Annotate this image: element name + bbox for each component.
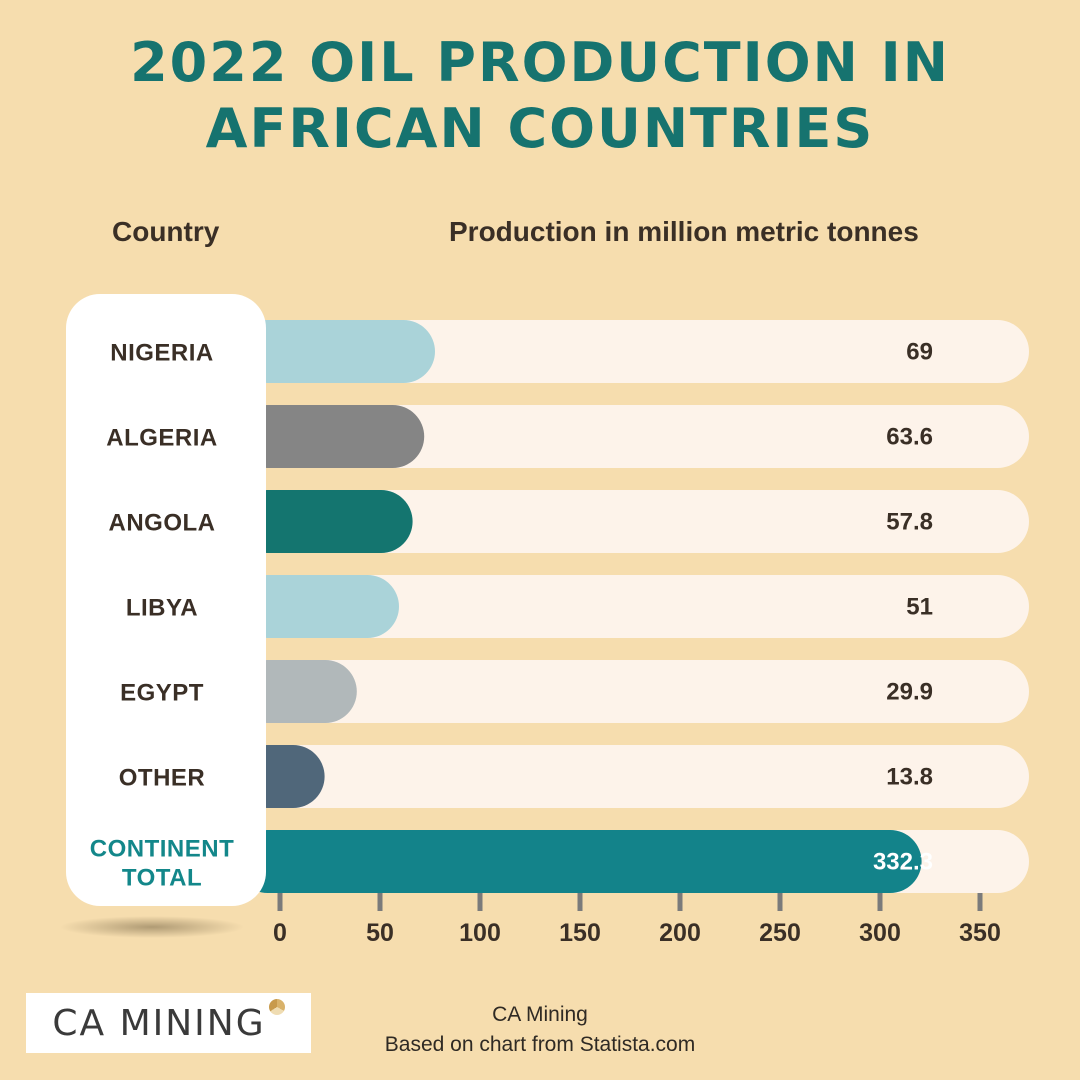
credit-source: CA Mining	[492, 1003, 588, 1026]
bar-algeria	[236, 405, 425, 468]
bar-track-nigeria	[236, 320, 1029, 383]
chart-title: 2022 OIL PRODUCTION IN AFRICAN COUNTRIES	[0, 30, 1080, 162]
value-label-angola: 57.8	[886, 509, 933, 536]
x-tick-0	[277, 893, 283, 911]
title-line-2: AFRICAN COUNTRIES	[205, 97, 875, 160]
label-panel-shadow	[60, 916, 244, 938]
label-panel	[66, 294, 266, 906]
x-tick-label-300: 300	[859, 919, 901, 947]
bar-libya	[236, 575, 399, 638]
x-tick-100	[477, 893, 483, 911]
category-label-angola: ANGOLA	[109, 510, 216, 537]
bar-track-angola	[236, 490, 1029, 553]
category-label-libya: LIBYA	[126, 595, 198, 622]
x-tick-label-100: 100	[459, 919, 501, 947]
x-tick-label-0: 0	[273, 919, 287, 947]
bar-track-other	[236, 745, 1029, 808]
production-column-header: Production in million metric tonnes	[449, 216, 919, 247]
bar-egypt	[236, 660, 357, 723]
category-label-continent-total: CONTINENT TOTAL	[90, 836, 235, 892]
x-tick-label-250: 250	[759, 919, 801, 947]
x-tick-label-350: 350	[959, 919, 1001, 947]
value-label-continent-total: 332.3	[873, 849, 933, 876]
category-label-egypt: EGYPT	[120, 680, 204, 707]
x-tick-250	[777, 893, 783, 911]
x-tick-label-200: 200	[659, 919, 701, 947]
logo-dot-icon	[268, 999, 285, 1015]
credit-note: Based on chart from Statista.com	[384, 1033, 696, 1056]
bar-angola	[236, 490, 413, 553]
category-label-other: OTHER	[119, 765, 206, 792]
bar-track-egypt	[236, 660, 1029, 723]
category-label-nigeria: NIGERIA	[110, 340, 214, 367]
value-label-algeria: 63.6	[886, 424, 933, 451]
bar-track-libya	[236, 575, 1029, 638]
x-tick-label-50: 50	[366, 919, 394, 947]
bar-track-algeria	[236, 405, 1029, 468]
title-line-1: 2022 OIL PRODUCTION IN	[130, 31, 950, 94]
x-tick-300	[877, 893, 883, 911]
value-label-other: 13.8	[886, 764, 933, 791]
x-tick-350	[977, 893, 983, 911]
x-tick-label-150: 150	[559, 919, 601, 947]
x-tick-200	[677, 893, 683, 911]
value-label-nigeria: 69	[906, 339, 933, 366]
country-column-header: Country	[112, 216, 220, 247]
bar-nigeria	[236, 320, 435, 383]
value-label-egypt: 29.9	[886, 679, 933, 706]
x-tick-150	[577, 893, 583, 911]
category-label-algeria: ALGERIA	[106, 425, 218, 452]
logo-text: CA MINING	[52, 1002, 266, 1044]
bar-continent-total	[236, 830, 922, 893]
value-label-libya: 51	[906, 594, 933, 621]
ca-mining-logo: CA MINING	[26, 993, 311, 1053]
x-tick-50	[377, 893, 383, 911]
